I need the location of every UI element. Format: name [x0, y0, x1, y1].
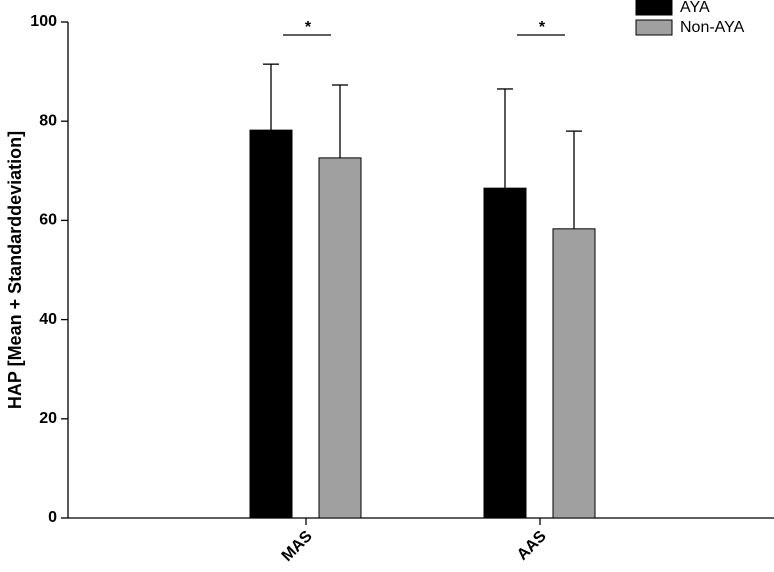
y-tick-label: 80	[39, 112, 57, 129]
y-tick-label: 100	[30, 13, 57, 30]
x-tick-label: AAS	[514, 528, 550, 564]
y-axis-label: HAP [Mean + Standarddeviation]	[5, 131, 25, 409]
significance-label: *	[539, 19, 546, 36]
legend-label: AYA	[680, 0, 710, 16]
bar	[483, 187, 527, 519]
legend-swatch	[635, 19, 673, 36]
legend-label: Non-AYA	[680, 19, 745, 36]
bar	[249, 129, 293, 519]
bar	[318, 157, 362, 519]
y-tick-label: 60	[39, 212, 57, 229]
y-tick-label: 0	[48, 509, 57, 526]
legend-swatch	[635, 0, 673, 16]
significance-label: *	[305, 19, 312, 36]
bar	[552, 228, 596, 519]
y-tick-label: 20	[39, 410, 57, 427]
y-tick-label: 40	[39, 311, 57, 328]
x-tick-label: MAS	[279, 528, 316, 565]
